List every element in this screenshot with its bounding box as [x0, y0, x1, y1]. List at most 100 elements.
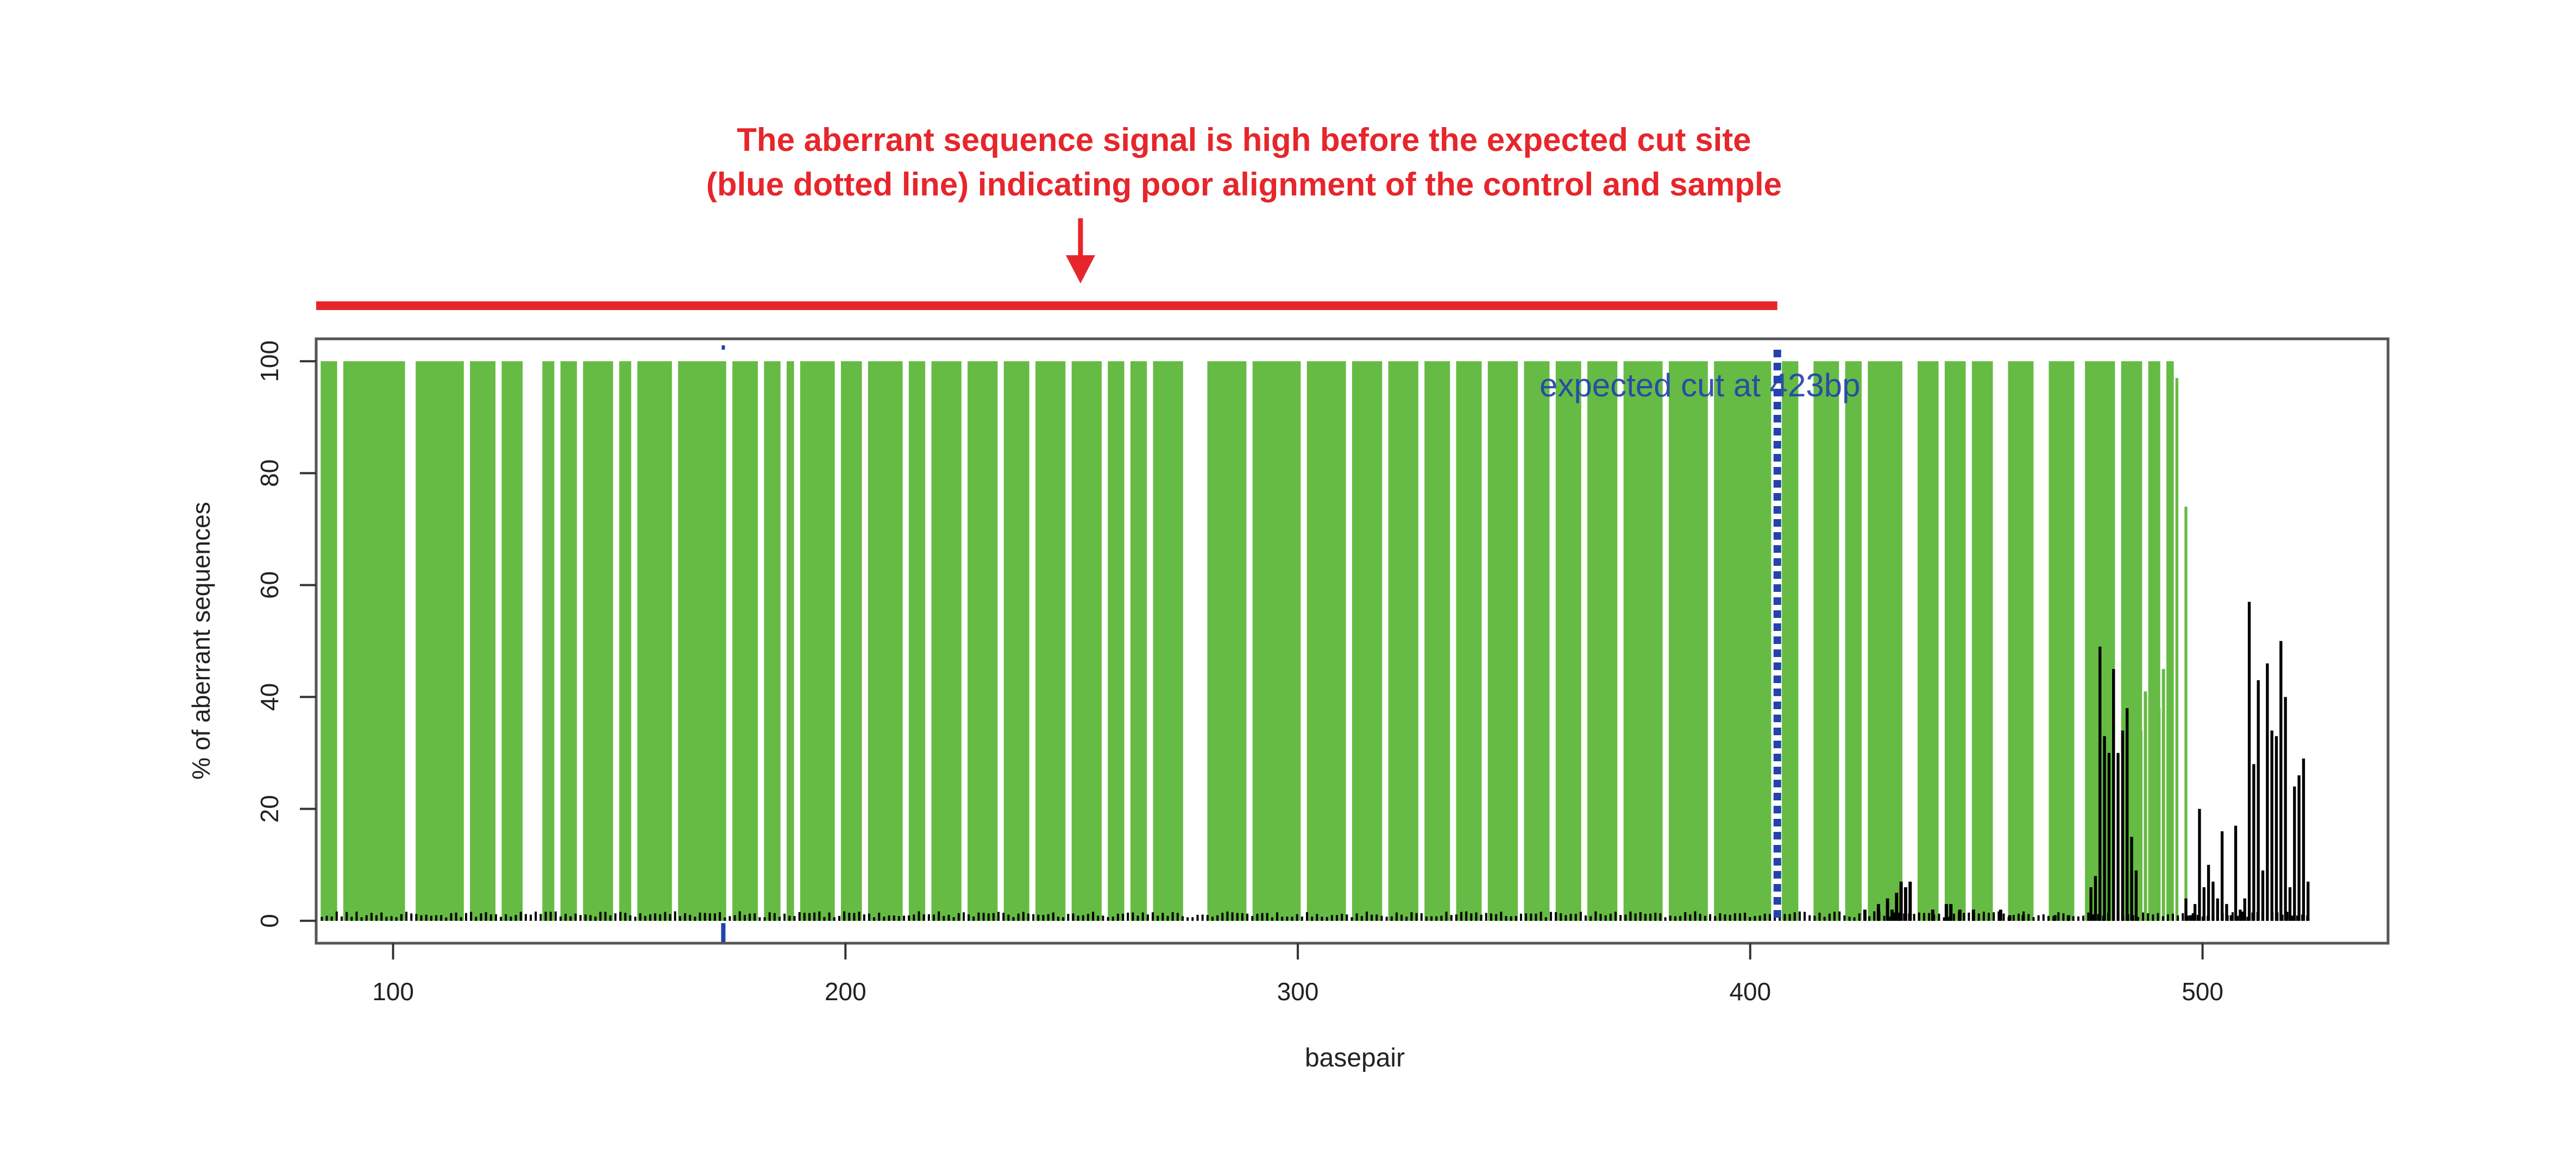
baseline-bar: [654, 913, 657, 921]
bar: [1153, 361, 1183, 921]
bar: [931, 361, 962, 921]
baseline-bar: [321, 917, 323, 921]
bar: [1863, 910, 1867, 921]
baseline-bar: [1913, 913, 1915, 921]
baseline-bar: [2082, 916, 2085, 921]
baseline-bar: [1176, 913, 1179, 921]
bar: [2130, 837, 2133, 921]
bar: [1035, 361, 1066, 921]
baseline-bar: [788, 916, 791, 921]
baseline-bar: [1988, 913, 1990, 921]
baseline-bar: [1619, 915, 1622, 921]
bar: [2239, 910, 2242, 921]
baseline-bar: [933, 914, 935, 921]
baseline-bar: [1609, 913, 1612, 921]
baseline-bar: [1749, 917, 1751, 921]
baseline-bar: [2251, 912, 2254, 921]
baseline-bar: [863, 914, 865, 921]
baseline-bar: [1490, 913, 1492, 921]
baseline-bar: [982, 913, 985, 921]
baseline-bar: [1166, 916, 1169, 921]
baseline-bar: [1346, 914, 1348, 921]
baseline-bar: [589, 915, 592, 921]
baseline-bar: [808, 913, 811, 921]
baseline-bar: [684, 913, 687, 921]
x-tick-label: 500: [2182, 977, 2223, 1006]
baseline-bar: [1788, 914, 1791, 921]
bar: [2247, 602, 2251, 921]
baseline-bar: [2032, 917, 2035, 921]
baseline-bar: [1525, 913, 1528, 921]
baseline-bar: [430, 916, 432, 921]
baseline-bar: [1122, 913, 1124, 921]
baseline-bar: [1918, 912, 1920, 921]
baseline-bar: [1898, 912, 1901, 921]
bar: [2175, 378, 2178, 921]
baseline-bar: [1420, 913, 1423, 921]
baseline-bar: [947, 914, 950, 921]
baseline-bar: [1724, 914, 1726, 921]
baseline-bar: [470, 912, 473, 921]
bar: [1487, 361, 1518, 921]
baseline-bar: [435, 915, 438, 921]
bar: [1306, 361, 1346, 921]
bar: [1944, 361, 1966, 921]
baseline-bar: [2087, 912, 2090, 921]
bar: [1424, 361, 1450, 921]
bar: [800, 361, 835, 921]
baseline-bar: [2092, 914, 2095, 921]
bar: [764, 361, 781, 921]
baseline-bar: [1739, 913, 1742, 921]
baseline-bar: [2127, 914, 2129, 921]
baseline-bar: [2236, 916, 2239, 921]
baseline-bar: [1037, 914, 1040, 921]
baseline-bar: [1300, 917, 1303, 921]
baseline-bar: [1445, 911, 1448, 921]
bar: [1623, 361, 1663, 921]
baseline-bar: [703, 913, 706, 921]
baseline-bar: [2196, 914, 2199, 921]
baseline-bar: [1057, 917, 1060, 921]
baseline-bar: [1306, 912, 1309, 921]
baseline-bar: [1495, 914, 1498, 921]
baseline-bar: [2147, 913, 2150, 921]
baseline-bar: [1684, 912, 1687, 921]
baseline-bar: [1719, 913, 1721, 921]
y-axis: 0 20 40 60 80 100: [255, 340, 316, 928]
baseline-bar: [1007, 914, 1010, 921]
baseline-bar: [833, 917, 835, 921]
bar: [2302, 758, 2305, 921]
baseline-bar: [1893, 912, 1895, 921]
baseline-bar: [1002, 912, 1005, 921]
baseline-bar: [480, 913, 482, 921]
baseline-bar: [2162, 916, 2164, 921]
baseline-bar: [2132, 915, 2134, 921]
baseline-bar: [1804, 912, 1806, 921]
baseline-bar: [1908, 913, 1911, 921]
bar: [1813, 361, 1839, 921]
baseline-bar: [1515, 916, 1517, 921]
baseline-bar: [2216, 912, 2219, 921]
baseline-bar: [1261, 913, 1264, 921]
baseline-bar: [594, 916, 597, 921]
bar: [1587, 361, 1618, 921]
baseline-bar: [2097, 914, 2100, 921]
baseline-bar: [2291, 916, 2294, 921]
baseline-bar: [963, 912, 965, 921]
baseline-bar: [1072, 913, 1075, 921]
baseline-bar: [1365, 911, 1368, 921]
baseline-bar: [674, 911, 676, 921]
bar: [2116, 753, 2120, 921]
baseline-bar: [713, 913, 716, 921]
baseline-bar: [1186, 917, 1189, 921]
bar: [1931, 910, 1934, 921]
baseline-bar: [1594, 911, 1597, 921]
baseline-bar: [1779, 917, 1781, 921]
baseline-bar: [385, 917, 388, 921]
baseline-bar: [848, 912, 851, 921]
baseline-bar: [1699, 913, 1701, 921]
baseline-bar: [2152, 914, 2154, 921]
baseline-bar: [1982, 911, 1985, 921]
baseline-bar: [1519, 913, 1522, 921]
baseline-bar: [1669, 916, 1672, 921]
